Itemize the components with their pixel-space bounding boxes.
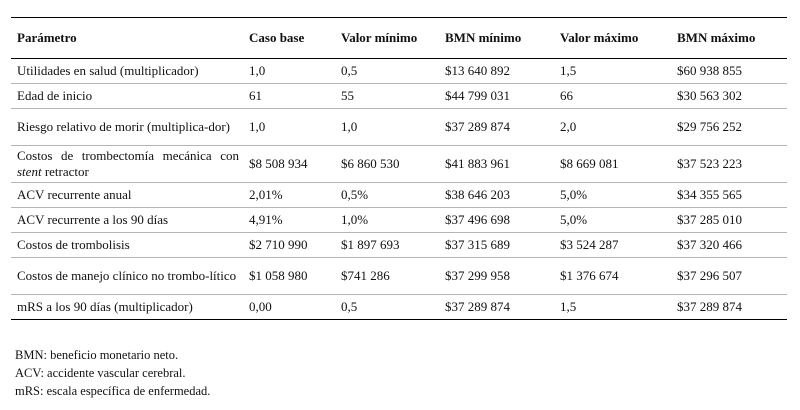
cell-bmn-max: $34 355 565	[671, 182, 787, 208]
cell-base: 4,91%	[243, 207, 335, 233]
cell-max: 5,0%	[554, 182, 671, 208]
parameter-text: Costos de trombolisis	[17, 237, 130, 252]
table-row: Riesgo relativo de morir (multiplica-dor…	[11, 108, 787, 146]
parameter-text: Edad de inicio	[17, 88, 93, 103]
cell-max: 2,0	[554, 108, 671, 146]
cell-min: $6 860 530	[335, 145, 439, 183]
header-caso-base: Caso base	[243, 17, 335, 59]
cell-bmn-min: $37 299 958	[439, 257, 554, 295]
parameter-text: mRS a los 90 días (multiplicador)	[17, 299, 193, 314]
cell-bmn-max: $37 289 874	[671, 294, 787, 320]
parameter-text-italic: stent	[17, 164, 42, 179]
table-row: Costos de trombolisis $2 710 990 $1 897 …	[11, 232, 787, 258]
cell-max: 66	[554, 83, 671, 109]
table-row: Edad de inicio 61 55 $44 799 031 66 $30 …	[11, 83, 787, 109]
cell-base: $8 508 934	[243, 145, 335, 183]
cell-max: 1,5	[554, 58, 671, 84]
cell-bmn-max: $37 296 507	[671, 257, 787, 295]
table-header: Parámetro Caso base Valor mínimo BMN mín…	[11, 17, 787, 59]
cell-base: 2,01%	[243, 182, 335, 208]
cell-min: $741 286	[335, 257, 439, 295]
header-bmn-minimo: BMN mínimo	[439, 17, 554, 59]
cell-base: $1 058 980	[243, 257, 335, 295]
cell-bmn-max: $60 938 855	[671, 58, 787, 84]
cell-base: 1,0	[243, 108, 335, 146]
cell-base: 0,00	[243, 294, 335, 320]
parameter-text: ACV recurrente anual	[17, 187, 132, 202]
table-row: Utilidades en salud (multiplicador) 1,0 …	[11, 58, 787, 84]
footnote-mrs: mRS: escala específica de enfermedad.	[15, 384, 211, 398]
header-valor-maximo: Valor máximo	[554, 17, 671, 59]
cell-parameter: Costos de trombolisis	[11, 232, 243, 258]
cell-parameter: Costos de manejo clínico no trombo-lític…	[11, 257, 243, 295]
cell-bmn-max: $30 563 302	[671, 83, 787, 109]
table-row: Costos de manejo clínico no trombo-lític…	[11, 257, 787, 295]
cell-max: $3 524 287	[554, 232, 671, 258]
table-body: Utilidades en salud (multiplicador) 1,0 …	[11, 58, 787, 320]
footnote-acv: ACV: accidente vascular cerebral.	[15, 366, 186, 380]
cell-parameter: ACV recurrente anual	[11, 182, 243, 208]
cell-min: 0,5	[335, 294, 439, 320]
cell-max: 1,5	[554, 294, 671, 320]
cell-base: $2 710 990	[243, 232, 335, 258]
cell-base: 61	[243, 83, 335, 109]
cell-min: 0,5%	[335, 182, 439, 208]
cell-min: $1 897 693	[335, 232, 439, 258]
cell-parameter: ACV recurrente a los 90 días	[11, 207, 243, 233]
header-parametro: Parámetro	[11, 17, 243, 59]
cell-bmn-max: $37 320 466	[671, 232, 787, 258]
table-row: Costos de trombectomía mecánica con sten…	[11, 145, 787, 183]
cell-max: $8 669 081	[554, 145, 671, 183]
cell-bmn-min: $13 640 892	[439, 58, 554, 84]
parameter-text: retractor	[41, 164, 89, 179]
cell-bmn-min: $44 799 031	[439, 83, 554, 109]
cell-bmn-min: $38 646 203	[439, 182, 554, 208]
cell-bmn-max: $29 756 252	[671, 108, 787, 146]
parameter-text: ACV recurrente a los 90 días	[17, 212, 169, 227]
cell-parameter: mRS a los 90 días (multiplicador)	[11, 294, 243, 320]
parameter-text: Costos de manejo clínico no trombo-lític…	[17, 268, 237, 283]
cell-parameter: Edad de inicio	[11, 83, 243, 109]
sensitivity-table-container: Parámetro Caso base Valor mínimo BMN mín…	[11, 17, 787, 320]
cell-parameter: Riesgo relativo de morir (multiplica-dor…	[11, 108, 243, 146]
cell-bmn-min: $37 289 874	[439, 294, 554, 320]
footnote-bmn: BMN: beneficio monetario neto.	[15, 348, 179, 362]
header-row: Parámetro Caso base Valor mínimo BMN mín…	[11, 17, 787, 59]
table-row: mRS a los 90 días (multiplicador) 0,00 0…	[11, 294, 787, 320]
cell-bmn-min: $41 883 961	[439, 145, 554, 183]
cell-parameter: Costos de trombectomía mecánica con sten…	[11, 145, 243, 183]
header-valor-minimo: Valor mínimo	[335, 17, 439, 59]
cell-bmn-min: $37 496 698	[439, 207, 554, 233]
cell-min: 55	[335, 83, 439, 109]
cell-bmn-max: $37 285 010	[671, 207, 787, 233]
table-row: ACV recurrente anual 2,01% 0,5% $38 646 …	[11, 182, 787, 208]
cell-min: 1,0	[335, 108, 439, 146]
cell-max: 5,0%	[554, 207, 671, 233]
parameter-text: Riesgo relativo de morir (multiplica-dor…	[17, 119, 230, 134]
table-row: ACV recurrente a los 90 días 4,91% 1,0% …	[11, 207, 787, 233]
cell-parameter: Utilidades en salud (multiplicador)	[11, 58, 243, 84]
parameter-text: Costos de trombectomía mecánica con	[17, 148, 239, 163]
cell-base: 1,0	[243, 58, 335, 84]
cell-min: 0,5	[335, 58, 439, 84]
cell-min: 1,0%	[335, 207, 439, 233]
cell-bmn-min: $37 289 874	[439, 108, 554, 146]
cell-bmn-max: $37 523 223	[671, 145, 787, 183]
parameter-text: Utilidades en salud (multiplicador)	[17, 63, 199, 78]
sensitivity-analysis-table: Parámetro Caso base Valor mínimo BMN mín…	[11, 17, 787, 320]
header-bmn-maximo: BMN máximo	[671, 17, 787, 59]
cell-bmn-min: $37 315 689	[439, 232, 554, 258]
cell-max: $1 376 674	[554, 257, 671, 295]
table-footnotes: BMN: beneficio monetario neto. ACV: acci…	[15, 346, 210, 400]
